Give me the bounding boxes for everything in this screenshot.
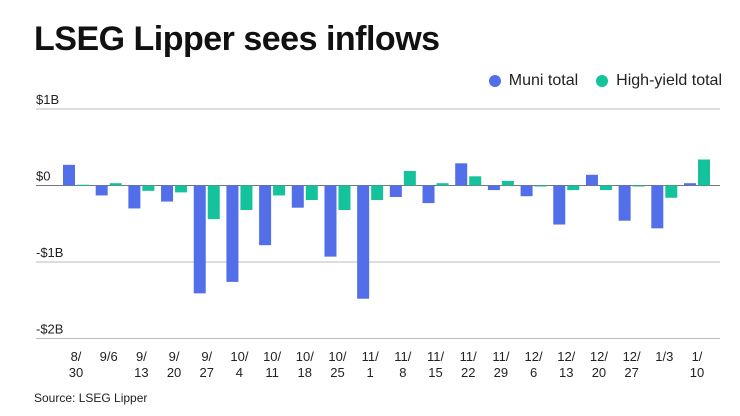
bar-high-yield [273,185,286,196]
bar-muni [651,185,664,229]
bar-high-yield [403,170,416,186]
legend-label-high-yield: High-yield total [616,72,722,89]
bar-high-yield [632,185,645,187]
chart-title: LSEG Lipper sees inflows [34,20,440,58]
legend-item-muni: Muni total [488,72,579,90]
bar-high-yield [305,185,318,201]
bar-muni [520,185,533,197]
x-tick-label: 9/6 [100,349,118,364]
legend-swatch-high-yield [596,75,609,87]
x-tick-label: 12/27 [623,349,641,380]
x-tick-label: 12/6 [525,349,543,380]
x-tick-label: 8/30 [69,349,83,380]
bar-high-yield [207,185,220,220]
x-tick-label: 10/18 [296,349,314,380]
x-tick-label: 11/15 [427,349,444,380]
bar-muni [585,174,598,186]
bar-high-yield [599,185,612,191]
x-tick-label: 10/11 [263,349,281,380]
bar-high-yield [567,185,580,191]
bar-high-yield [469,176,482,186]
bar-high-yield [338,185,351,210]
bar-high-yield [665,185,678,198]
bar-high-yield [698,159,710,186]
x-tick-label: 9/27 [200,349,214,380]
bar-high-yield [142,185,155,191]
bar-high-yield [109,183,122,186]
bar-high-yield [371,185,384,201]
bar-muni [128,185,141,209]
bar-muni [618,185,631,221]
bar-muni [193,185,206,294]
bar-high-yield [534,185,547,187]
bar-muni [684,183,696,186]
bar-muni [357,185,370,299]
legend-item-high-yield: High-yield total [596,72,722,90]
y-tick-label: $1B [36,92,59,107]
bar-muni [63,164,75,186]
bar-muni [422,185,435,204]
bar-high-yield [240,185,253,210]
x-tick-label: 11/29 [492,349,509,380]
bar-muni [553,185,566,225]
x-tick-label: 1/3 [655,349,673,364]
bar-high-yield [77,184,89,186]
bar-muni [324,185,337,257]
x-tick-label: 11/1 [362,349,379,380]
bar-muni [487,185,500,191]
bar-high-yield [175,185,188,193]
x-tick-label: 12/13 [557,349,575,380]
x-tick-label: 11/8 [394,349,411,380]
bar-muni [389,185,402,197]
bar-muni [95,185,108,196]
legend-label-muni: Muni total [508,72,579,89]
source-note: Source: LSEG Lipper [34,391,148,405]
x-tick-label: 11/22 [460,349,477,380]
x-tick-label: 9/20 [167,349,181,380]
legend-swatch-muni [488,75,501,87]
y-tick-label: -$2B [36,322,63,337]
bar-muni [161,185,174,202]
x-tick-label: 1/10 [690,349,704,380]
bar-muni [455,163,468,186]
bar-muni [259,185,272,246]
y-tick-label: $0 [36,169,50,184]
bar-high-yield [436,183,449,186]
bar-muni [291,185,304,208]
bar-high-yield [501,180,514,186]
legend: Muni total High-yield total [488,72,722,90]
y-tick-label: -$1B [36,245,63,260]
x-tick-label: 10/25 [328,349,346,380]
x-tick-label: 12/20 [590,349,608,380]
x-tick-label: 10/4 [230,349,248,380]
bar-muni [226,185,239,282]
x-tick-label: 9/13 [134,349,148,380]
